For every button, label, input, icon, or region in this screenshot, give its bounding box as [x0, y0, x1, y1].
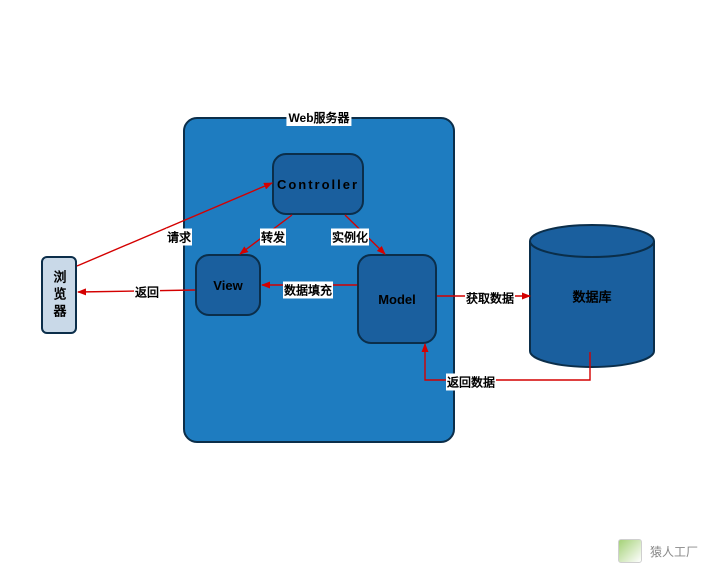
node-model-label: Model	[378, 292, 416, 307]
node-view-label: View	[213, 278, 242, 293]
web-server-title: Web服务器	[286, 109, 351, 126]
edge-label-forward: 转发	[260, 229, 286, 246]
node-model: Model	[357, 254, 437, 344]
edge-label-back: 返回数据	[446, 374, 496, 391]
node-controller: Controller	[272, 153, 364, 215]
node-view: View	[195, 254, 261, 316]
watermark: 猿人工厂	[618, 539, 698, 563]
edge-label-fill: 数据填充	[283, 282, 333, 299]
edge-label-request: 请求	[166, 229, 192, 246]
node-browser-label: 浏览器	[50, 270, 69, 321]
node-controller-label: Controller	[277, 177, 359, 192]
edge-label-return: 返回	[134, 284, 160, 301]
node-browser: 浏览器	[41, 256, 77, 334]
wechat-icon	[618, 539, 642, 563]
diagram-canvas: Web服务器 浏览器 Controller View Model 数据库 请求 …	[0, 0, 710, 571]
node-database-label: 数据库	[572, 287, 611, 306]
edge-label-instance: 实例化	[331, 229, 369, 246]
watermark-text: 猿人工厂	[650, 543, 698, 560]
edge-label-fetch: 获取数据	[465, 290, 515, 307]
